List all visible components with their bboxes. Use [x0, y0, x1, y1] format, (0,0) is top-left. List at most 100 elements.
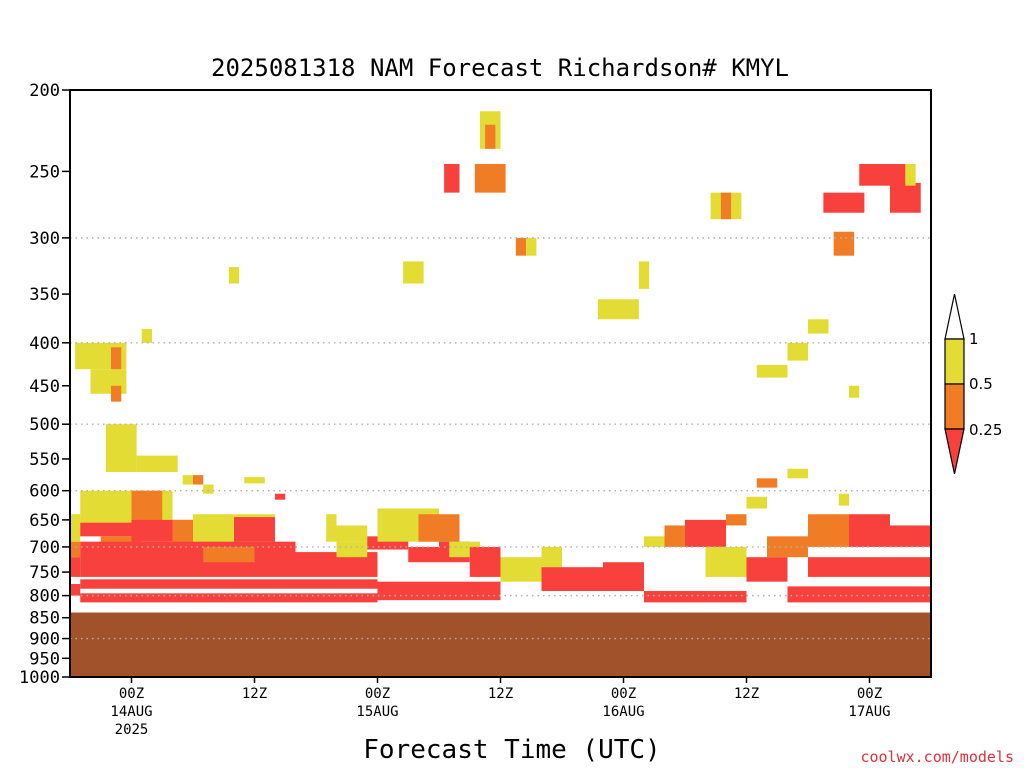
ri-cell	[890, 182, 921, 213]
x-tick-label: 17AUG	[848, 704, 890, 720]
y-tick-label: 500	[29, 415, 60, 435]
ri-cell	[746, 557, 788, 582]
ri-cell	[228, 267, 240, 284]
ri-cell	[890, 525, 931, 547]
ri-cell	[418, 514, 460, 542]
ri-cell	[403, 261, 424, 284]
ri-cell	[849, 514, 890, 547]
x-tick-label: 12Z	[242, 686, 267, 702]
x-tick-label: 00Z	[365, 686, 390, 702]
y-tick-label: 300	[29, 229, 60, 249]
ri-cell	[485, 124, 496, 149]
ri-cell	[203, 546, 255, 563]
ri-cell	[597, 299, 639, 320]
chart-title: 2025081318 NAM Forecast Richardson# KMYL	[211, 54, 789, 82]
ri-cell	[136, 455, 178, 472]
x-tick-label: 12Z	[734, 686, 759, 702]
ri-cell	[80, 541, 296, 577]
colorbar-label: 1	[969, 330, 979, 348]
ri-cell	[70, 541, 81, 558]
ri-cell	[767, 536, 808, 558]
ri-cell	[80, 593, 378, 603]
ri-cell	[203, 484, 214, 494]
x-tick-label: 2025	[115, 722, 149, 738]
ri-cell	[787, 468, 808, 479]
plot-area	[69, 89, 932, 678]
x-tick-label: 14AUG	[110, 704, 152, 720]
y-tick-label: 800	[29, 587, 60, 607]
ri-cell	[808, 319, 829, 334]
ri-cell	[182, 475, 193, 485]
ri-cell	[444, 164, 460, 193]
credit-text: coolwx.com/models	[860, 748, 1014, 766]
colorbar-segment	[944, 293, 965, 340]
ri-cell	[234, 517, 275, 542]
y-tick-label: 400	[29, 334, 60, 354]
ri-cell	[100, 536, 142, 547]
ri-cell	[326, 514, 337, 526]
ri-cell	[80, 579, 378, 589]
y-tick-label: 550	[29, 450, 60, 470]
ri-cell	[474, 164, 506, 193]
y-tick-label: 250	[29, 162, 60, 182]
ri-cell	[111, 347, 122, 370]
y-tick-label: 450	[29, 377, 60, 397]
ri-cell	[787, 342, 808, 361]
ri-cell	[541, 546, 562, 568]
ri-cell	[172, 519, 193, 547]
x-tick-label: 00Z	[119, 686, 144, 702]
y-axis: 200 250 300 350 400 450 500 550 600 650 700 750 8008…	[19, 81, 70, 688]
ri-cell	[131, 490, 163, 526]
ri-cell	[808, 514, 849, 547]
colorbar-label: 0.5	[969, 375, 993, 393]
x-axis: 00Z 14AUG 2025 12Z 00Z 15AUG 12Z 00Z 16AUG 12Z 00Z…	[110, 677, 891, 738]
ri-cell	[644, 536, 665, 547]
ri-cell	[105, 424, 137, 472]
ri-cell	[685, 519, 726, 547]
ri-cell	[603, 562, 644, 592]
ri-cell	[849, 385, 860, 398]
y-tick-label: 600	[29, 482, 60, 502]
x-axis-label: Forecast Time (UTC)	[363, 735, 660, 765]
ri-cell	[275, 493, 286, 500]
colorbar-segment	[944, 338, 965, 385]
ri-cell	[664, 525, 685, 547]
ri-cell	[244, 477, 265, 484]
y-tick-label: 750	[29, 563, 60, 583]
ri-cell	[326, 525, 368, 542]
ri-cell	[377, 581, 501, 601]
ri-cell	[336, 541, 368, 558]
ground-area	[70, 612, 931, 677]
ri-cell	[833, 231, 855, 256]
ri-cell	[408, 546, 439, 563]
y-tick-label: 850	[29, 609, 60, 629]
ri-cell	[638, 261, 650, 289]
ri-cell	[823, 192, 865, 213]
ri-cell	[141, 328, 152, 343]
ri-cell	[70, 514, 81, 542]
ri-cell	[193, 475, 204, 485]
ri-cell	[756, 364, 788, 378]
ri-cell	[541, 567, 603, 592]
ri-cell	[808, 557, 931, 577]
ri-cell	[838, 493, 849, 506]
ri-cell	[70, 584, 81, 596]
ri-cell	[644, 591, 747, 603]
ri-cell	[905, 164, 916, 186]
ri-cell	[469, 546, 501, 577]
y-tick-label: 350	[29, 285, 60, 305]
ri-cell	[859, 164, 906, 186]
ri-cell	[720, 192, 732, 220]
y-tick-label: 1000	[19, 668, 60, 688]
x-tick-label: 00Z	[611, 686, 636, 702]
ri-cell	[80, 522, 132, 537]
ri-cell	[746, 496, 767, 509]
ri-cell	[726, 514, 747, 526]
colorbar-segment	[944, 383, 965, 430]
ri-cell	[756, 478, 778, 488]
ri-cell	[515, 237, 527, 256]
y-tick-label: 950	[29, 649, 60, 669]
y-tick-label: 650	[29, 511, 60, 531]
ri-cell	[111, 385, 122, 402]
